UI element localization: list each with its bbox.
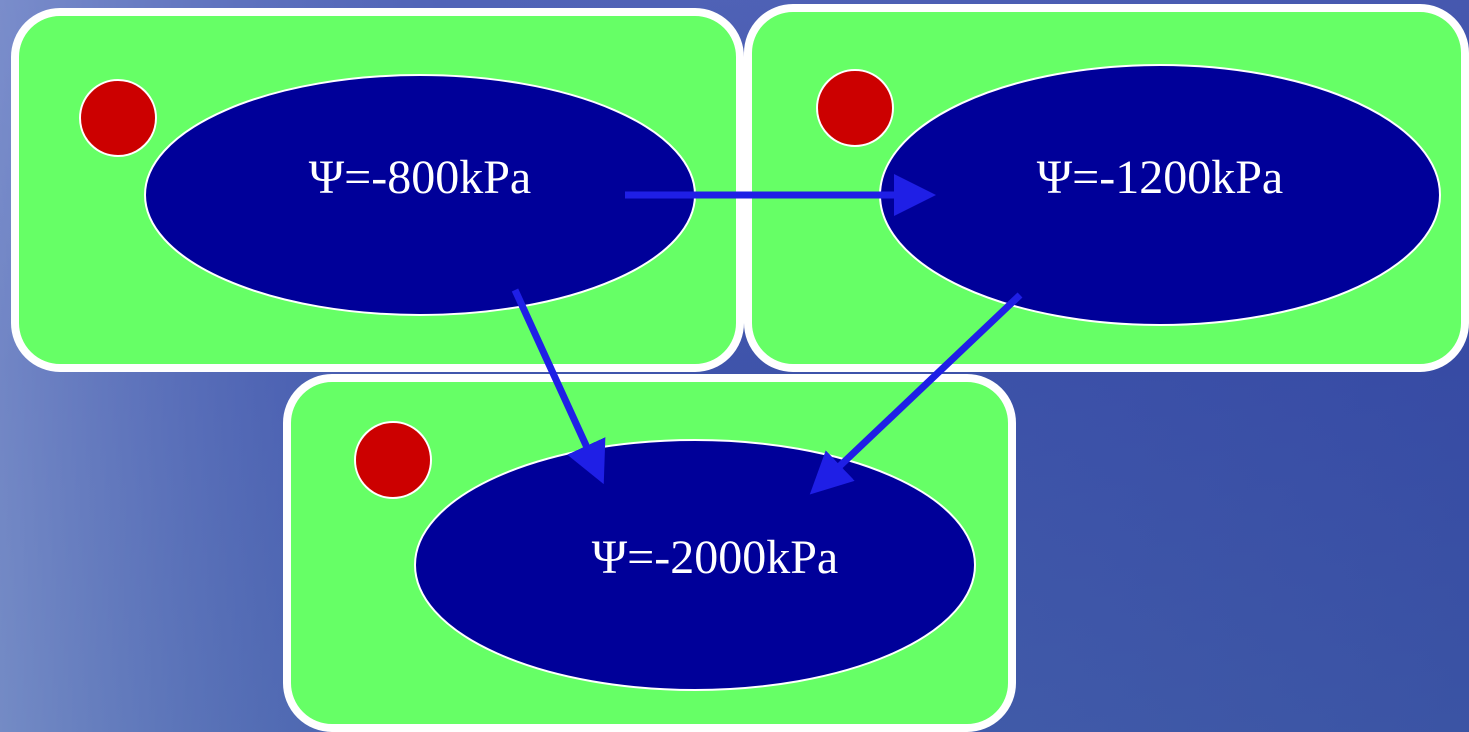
page: {"nodes": [{"label": "Ψ=-800kPa"}, {"lab… xyxy=(0,0,1469,732)
node-label: Ψ=-800kPa xyxy=(309,151,531,204)
nucleus xyxy=(355,422,431,498)
node-label: Ψ=-2000kPa xyxy=(592,531,838,584)
diagram: Ψ=-800kPa Ψ=-1200kPa Ψ=-2000kPa xyxy=(0,0,1469,732)
node-label: Ψ=-1200kPa xyxy=(1037,151,1283,204)
nucleus xyxy=(817,70,893,146)
nucleus xyxy=(80,80,156,156)
